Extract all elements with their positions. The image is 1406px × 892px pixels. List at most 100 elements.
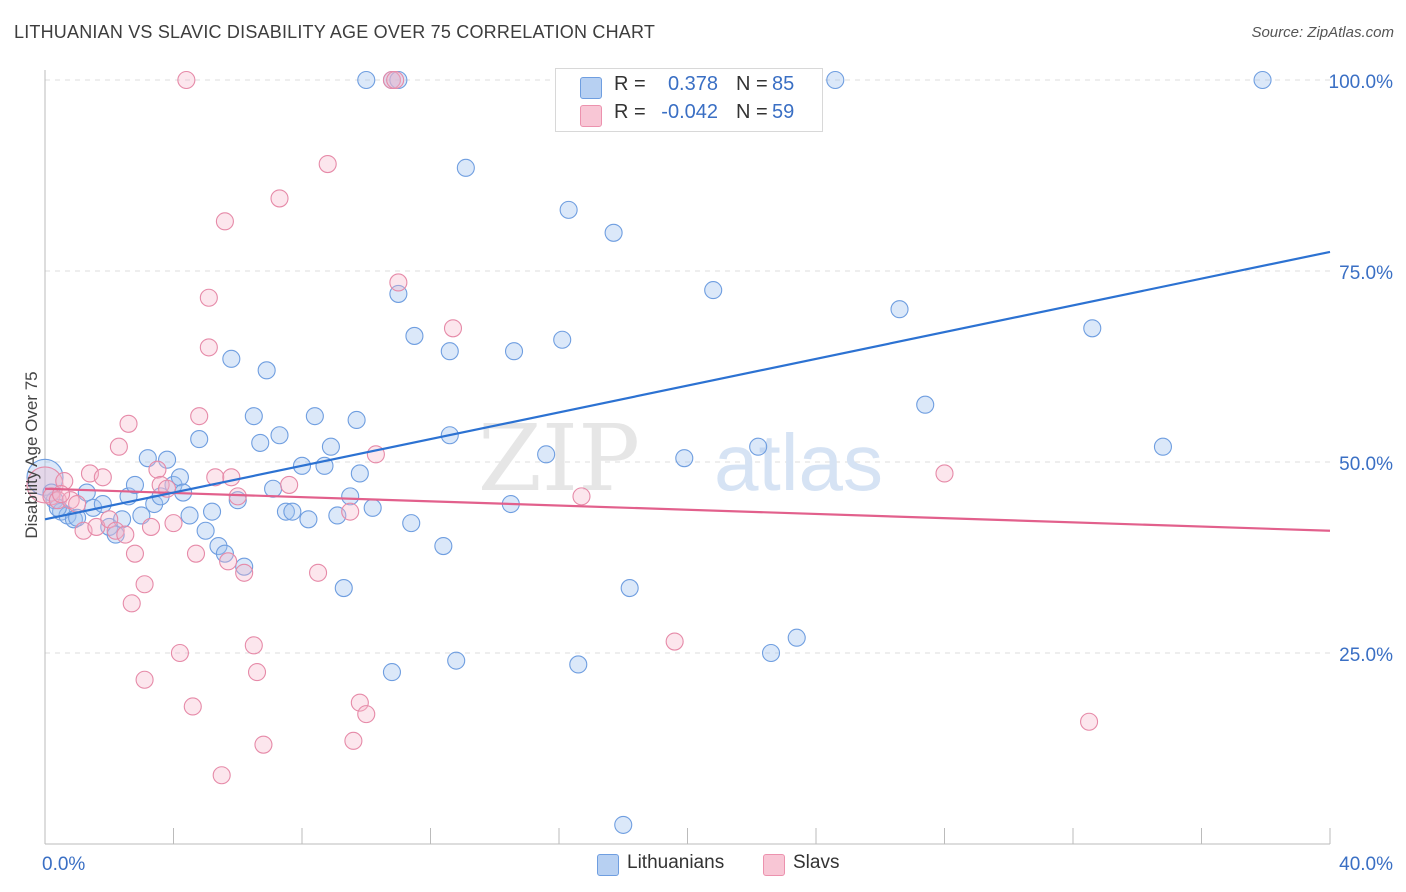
lithuanians-point	[203, 502, 222, 521]
slavs-point	[309, 563, 328, 582]
lithuanians-point	[321, 437, 340, 456]
lithuanians-point	[357, 70, 376, 90]
slavs-point	[215, 212, 234, 231]
slavs-point	[219, 552, 238, 571]
lithuanians-point	[106, 525, 125, 544]
slavs-point	[386, 70, 405, 90]
series-label-lithuanians: Lithuanians	[627, 852, 725, 873]
lithuanians-point	[890, 300, 909, 319]
lithuanians-point	[504, 342, 524, 361]
slavs-point	[170, 643, 189, 663]
slavs-point	[389, 273, 408, 292]
slavs-point	[122, 594, 141, 613]
lithuanians-point	[434, 536, 453, 556]
lithuanians-point	[761, 643, 781, 663]
lithuanians-point	[251, 433, 270, 452]
lithuanians-point	[447, 651, 466, 670]
watermark-zip: ZIP	[478, 405, 640, 512]
slavs-point	[235, 563, 254, 582]
lithuanians-point	[350, 464, 369, 483]
lithuanians-point	[826, 70, 845, 90]
watermark-atlas: atlas	[714, 418, 883, 507]
slavs-point	[164, 514, 183, 533]
legend-n-label: N =	[736, 101, 768, 123]
lithuanians-point	[1153, 437, 1172, 456]
lithuanians-point	[341, 487, 360, 506]
lithuanians-point	[276, 502, 295, 521]
lithuanians-point	[235, 557, 254, 576]
lithuanians-point	[209, 536, 228, 556]
slavs-point	[244, 636, 263, 655]
slavs-point	[119, 414, 138, 433]
lithuanians-point	[537, 445, 556, 464]
slavs-point	[254, 735, 273, 754]
lithuanians-point	[93, 494, 112, 514]
lithuanians-point	[440, 342, 459, 361]
lithuanians-point	[257, 361, 276, 380]
slavs-point	[357, 705, 376, 724]
lithuanians-point	[299, 510, 318, 529]
legend-r-value: 0.378	[667, 73, 718, 95]
chart-title: LITHUANIAN VS SLAVIC DISABILITY AGE OVER…	[14, 22, 656, 42]
lithuanians-point	[347, 410, 366, 430]
lithuanians-point	[305, 407, 324, 426]
stats-legend: R = 0.378 N = 85 R = -0.042 N = 59	[555, 68, 823, 132]
lithuanians-point	[222, 349, 241, 368]
legend-n-value: 59	[772, 101, 795, 123]
series-label-slavs: Slavs	[793, 852, 840, 873]
lithuanians-point	[190, 430, 209, 449]
slavs-point	[280, 475, 299, 494]
y-axis-label: Disability Age Over 75	[22, 371, 41, 538]
slavs-trend-line	[44, 487, 1331, 532]
lithuanians-point	[749, 437, 768, 456]
lithuanians-point	[704, 281, 723, 300]
lithuanians-point	[196, 521, 215, 540]
lithuanians-point	[614, 815, 633, 834]
slavs-point	[135, 670, 154, 689]
lithuanians-point	[620, 579, 639, 598]
slavs-point	[106, 521, 125, 540]
lithuanians-point	[283, 502, 302, 521]
lithuanians-trend-line	[44, 250, 1331, 521]
x-tick-label: 0.0%	[42, 854, 85, 875]
slavs-point	[26, 466, 64, 504]
lithuanians-point	[180, 506, 199, 525]
series-swatch-slavs	[763, 854, 785, 876]
lithuanians-point	[125, 475, 144, 494]
slavs-points	[26, 70, 1099, 785]
trend-lines	[44, 250, 1331, 532]
slavs-point	[68, 494, 87, 514]
slavs-point	[135, 575, 154, 594]
lithuanians-point	[244, 407, 263, 426]
lithuanians-point	[675, 449, 694, 468]
slavs-point	[1080, 712, 1099, 731]
tick-labels: 25.0% 50.0% 75.0% 100.0% 0.0% 40.0%	[42, 72, 1393, 875]
slavs-point	[186, 544, 206, 563]
y-tick-label: 100.0%	[1329, 72, 1394, 93]
lithuanians-point	[334, 579, 353, 598]
slavs-point	[177, 70, 196, 90]
slavs-point	[148, 460, 167, 479]
slavs-point	[93, 468, 112, 487]
slavs-point	[935, 464, 954, 483]
lithuanians-point	[1253, 70, 1272, 90]
lithuanians-point	[382, 663, 402, 682]
legend-swatch-lithuanians	[580, 77, 602, 99]
lithuanians-point	[158, 450, 177, 469]
series-swatch-lithuanians	[597, 854, 619, 876]
slavs-point	[212, 766, 231, 785]
legend-row-lithuanians: R = 0.378 N = 85	[556, 71, 822, 101]
slavs-point	[665, 632, 684, 651]
legend-row-slavs: R = -0.042 N = 59	[556, 99, 822, 129]
slavs-point	[270, 189, 289, 208]
legend-n-value: 85	[772, 73, 795, 95]
slavs-point	[318, 154, 337, 174]
lithuanians-point	[270, 426, 289, 445]
lithuanians-point	[1083, 319, 1102, 338]
slavs-point	[199, 288, 218, 307]
slavs-point	[222, 468, 241, 487]
lithuanians-point	[559, 200, 578, 219]
y-tick-label: 50.0%	[1339, 454, 1393, 475]
slavs-point	[344, 731, 363, 750]
